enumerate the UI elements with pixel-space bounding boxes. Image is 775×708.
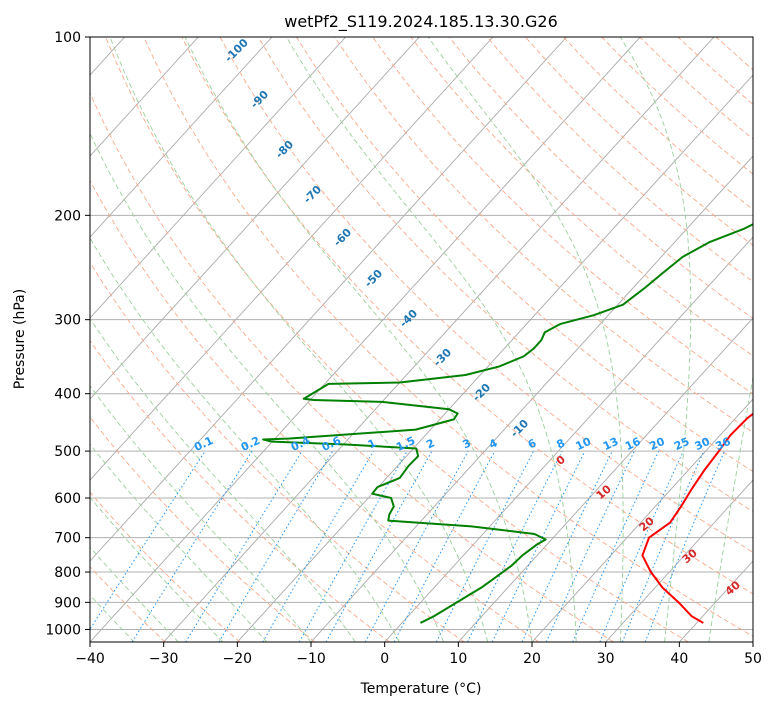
profile-lines bbox=[262, 223, 753, 624]
moist-adiabat-line bbox=[427, 37, 624, 642]
dry-adiabat-line bbox=[90, 261, 465, 642]
x-tick-label: 10 bbox=[449, 651, 467, 667]
moist-adiabat-line bbox=[90, 132, 445, 642]
mixing-ratio-label: 13 bbox=[601, 435, 620, 453]
x-tick-label: −40 bbox=[75, 651, 105, 667]
y-tick-label: 100 bbox=[54, 30, 81, 46]
isotherm-line bbox=[163, 37, 715, 642]
x-tick-label: 20 bbox=[523, 651, 541, 667]
isotherm-line bbox=[90, 37, 567, 562]
isotherm-line bbox=[237, 74, 753, 642]
mixing-ratio-line bbox=[185, 450, 303, 642]
mixing-ratio-line bbox=[644, 450, 725, 642]
mixing-ratio-label: 20 bbox=[647, 435, 667, 453]
moist-adiabat-line bbox=[619, 37, 692, 642]
isotherm-line bbox=[90, 37, 199, 157]
x-tick-label: −20 bbox=[223, 651, 253, 667]
x-axis-label: Temperature (°C) bbox=[360, 681, 482, 697]
x-tick-label: 0 bbox=[380, 651, 389, 667]
isotherm-line bbox=[310, 155, 753, 642]
dry-adiabat-line bbox=[296, 37, 753, 473]
x-tick-label: 40 bbox=[670, 651, 688, 667]
y-tick-label: 200 bbox=[54, 208, 81, 224]
isotherm-line bbox=[384, 236, 753, 642]
mixing-ratio-line bbox=[572, 450, 660, 642]
mixing-ratio-line bbox=[467, 450, 563, 642]
isotherm-line bbox=[605, 479, 753, 642]
mixing-ratio-label: 25 bbox=[672, 435, 691, 453]
y-tick-label: 800 bbox=[54, 565, 81, 581]
y-axis-label: Pressure (hPa) bbox=[12, 289, 28, 389]
dry-adiabat-line bbox=[334, 37, 753, 433]
moist-adiabat-line bbox=[90, 443, 268, 642]
isotherm-line bbox=[752, 641, 753, 642]
mixing-ratio-line bbox=[90, 450, 206, 631]
mixing-ratio-line bbox=[131, 450, 253, 642]
moist-adiabat-line bbox=[90, 384, 312, 642]
mixing-ratio-line bbox=[364, 450, 469, 642]
dry-adiabat-line bbox=[90, 416, 315, 642]
mixing-ratio-label: 10 bbox=[574, 435, 594, 453]
mixing-ratio-line bbox=[599, 450, 684, 642]
background-lines bbox=[90, 37, 775, 642]
y-tick-label: 900 bbox=[54, 595, 81, 611]
y-tick-label: 300 bbox=[54, 313, 81, 329]
dry-adiabat-line bbox=[448, 37, 753, 320]
mixing-ratio-line bbox=[435, 450, 535, 642]
moist-adiabat-line bbox=[109, 37, 489, 642]
chart-title: wetPf2_S119.2024.185.13.30.G26 bbox=[284, 12, 558, 32]
dry-adiabat-line bbox=[90, 91, 614, 642]
isotherm-line bbox=[458, 317, 753, 642]
x-tick-label: 30 bbox=[597, 651, 615, 667]
x-tick-label: −10 bbox=[296, 651, 326, 667]
y-tick-label: 500 bbox=[54, 444, 81, 460]
dry-adiabat-line bbox=[257, 37, 753, 513]
isotherm-line bbox=[90, 37, 420, 400]
isotherm-line bbox=[531, 398, 753, 642]
x-tick-label: 50 bbox=[744, 651, 762, 667]
dry-adiabat-line bbox=[754, 37, 775, 642]
mixing-ratio-label: 16 bbox=[623, 435, 643, 453]
mixing-ratio-line bbox=[325, 450, 433, 642]
isotherm-line bbox=[90, 37, 273, 238]
dry-adiabat-line bbox=[90, 179, 540, 642]
dry-adiabat-line bbox=[90, 339, 390, 642]
y-tick-label: 600 bbox=[54, 491, 81, 507]
moist-adiabat-line bbox=[184, 37, 533, 642]
dry-adiabat-line bbox=[219, 37, 753, 553]
isotherm-line bbox=[90, 37, 346, 319]
moist-adiabat-line bbox=[90, 237, 400, 642]
x-tick-label: −30 bbox=[149, 651, 179, 667]
dewpoint-line bbox=[262, 223, 753, 624]
mixing-ratio-line bbox=[621, 450, 705, 642]
y-tick-label: 1000 bbox=[45, 622, 81, 638]
mixing-ratio-label: 36 bbox=[713, 435, 733, 453]
moist-adiabat-line bbox=[286, 37, 577, 642]
mixing-ratio-line bbox=[298, 450, 408, 642]
axis-ticks: −40 −30 −20 −10 0 10 20 30 40 50 100 200 300 400 500 60… bbox=[45, 30, 762, 667]
y-tick-label: 700 bbox=[54, 531, 81, 547]
dry-adiabat-line bbox=[90, 566, 166, 642]
moist-adiabat-line bbox=[708, 374, 753, 642]
y-tick-label: 400 bbox=[54, 387, 81, 403]
mixing-ratio-label: 30 bbox=[693, 435, 713, 453]
plot-frame bbox=[89, 36, 754, 643]
isotherm-line bbox=[90, 37, 494, 481]
isotherm-line bbox=[90, 37, 641, 642]
temperature-line bbox=[641, 412, 753, 624]
dry-adiabat-line bbox=[143, 37, 753, 637]
moist-adiabat-line bbox=[90, 317, 356, 642]
